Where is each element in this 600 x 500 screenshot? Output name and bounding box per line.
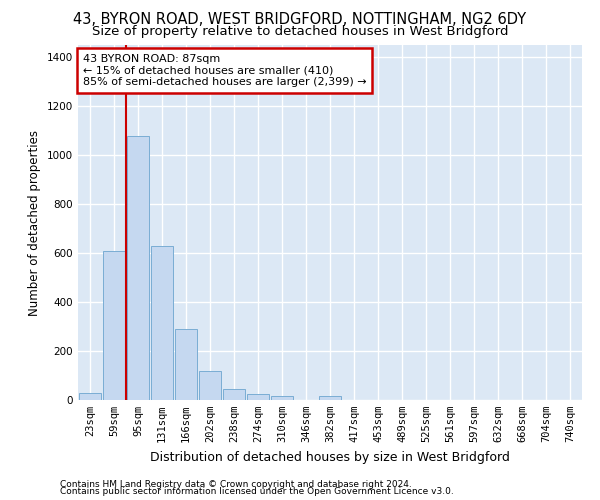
Bar bbox=[175, 329, 197, 400]
Bar bbox=[127, 136, 149, 400]
Text: 43, BYRON ROAD, WEST BRIDGFORD, NOTTINGHAM, NG2 6DY: 43, BYRON ROAD, WEST BRIDGFORD, NOTTINGH… bbox=[73, 12, 527, 28]
Bar bbox=[247, 394, 269, 400]
X-axis label: Distribution of detached houses by size in West Bridgford: Distribution of detached houses by size … bbox=[150, 450, 510, 464]
Bar bbox=[271, 396, 293, 400]
Text: Contains public sector information licensed under the Open Government Licence v3: Contains public sector information licen… bbox=[60, 488, 454, 496]
Text: Size of property relative to detached houses in West Bridgford: Size of property relative to detached ho… bbox=[92, 25, 508, 38]
Y-axis label: Number of detached properties: Number of detached properties bbox=[28, 130, 41, 316]
Bar bbox=[151, 246, 173, 400]
Bar bbox=[319, 396, 341, 400]
Bar bbox=[223, 389, 245, 400]
Text: 43 BYRON ROAD: 87sqm
← 15% of detached houses are smaller (410)
85% of semi-deta: 43 BYRON ROAD: 87sqm ← 15% of detached h… bbox=[83, 54, 367, 87]
Text: Contains HM Land Registry data © Crown copyright and database right 2024.: Contains HM Land Registry data © Crown c… bbox=[60, 480, 412, 489]
Bar bbox=[103, 250, 125, 400]
Bar bbox=[79, 392, 101, 400]
Bar bbox=[199, 370, 221, 400]
